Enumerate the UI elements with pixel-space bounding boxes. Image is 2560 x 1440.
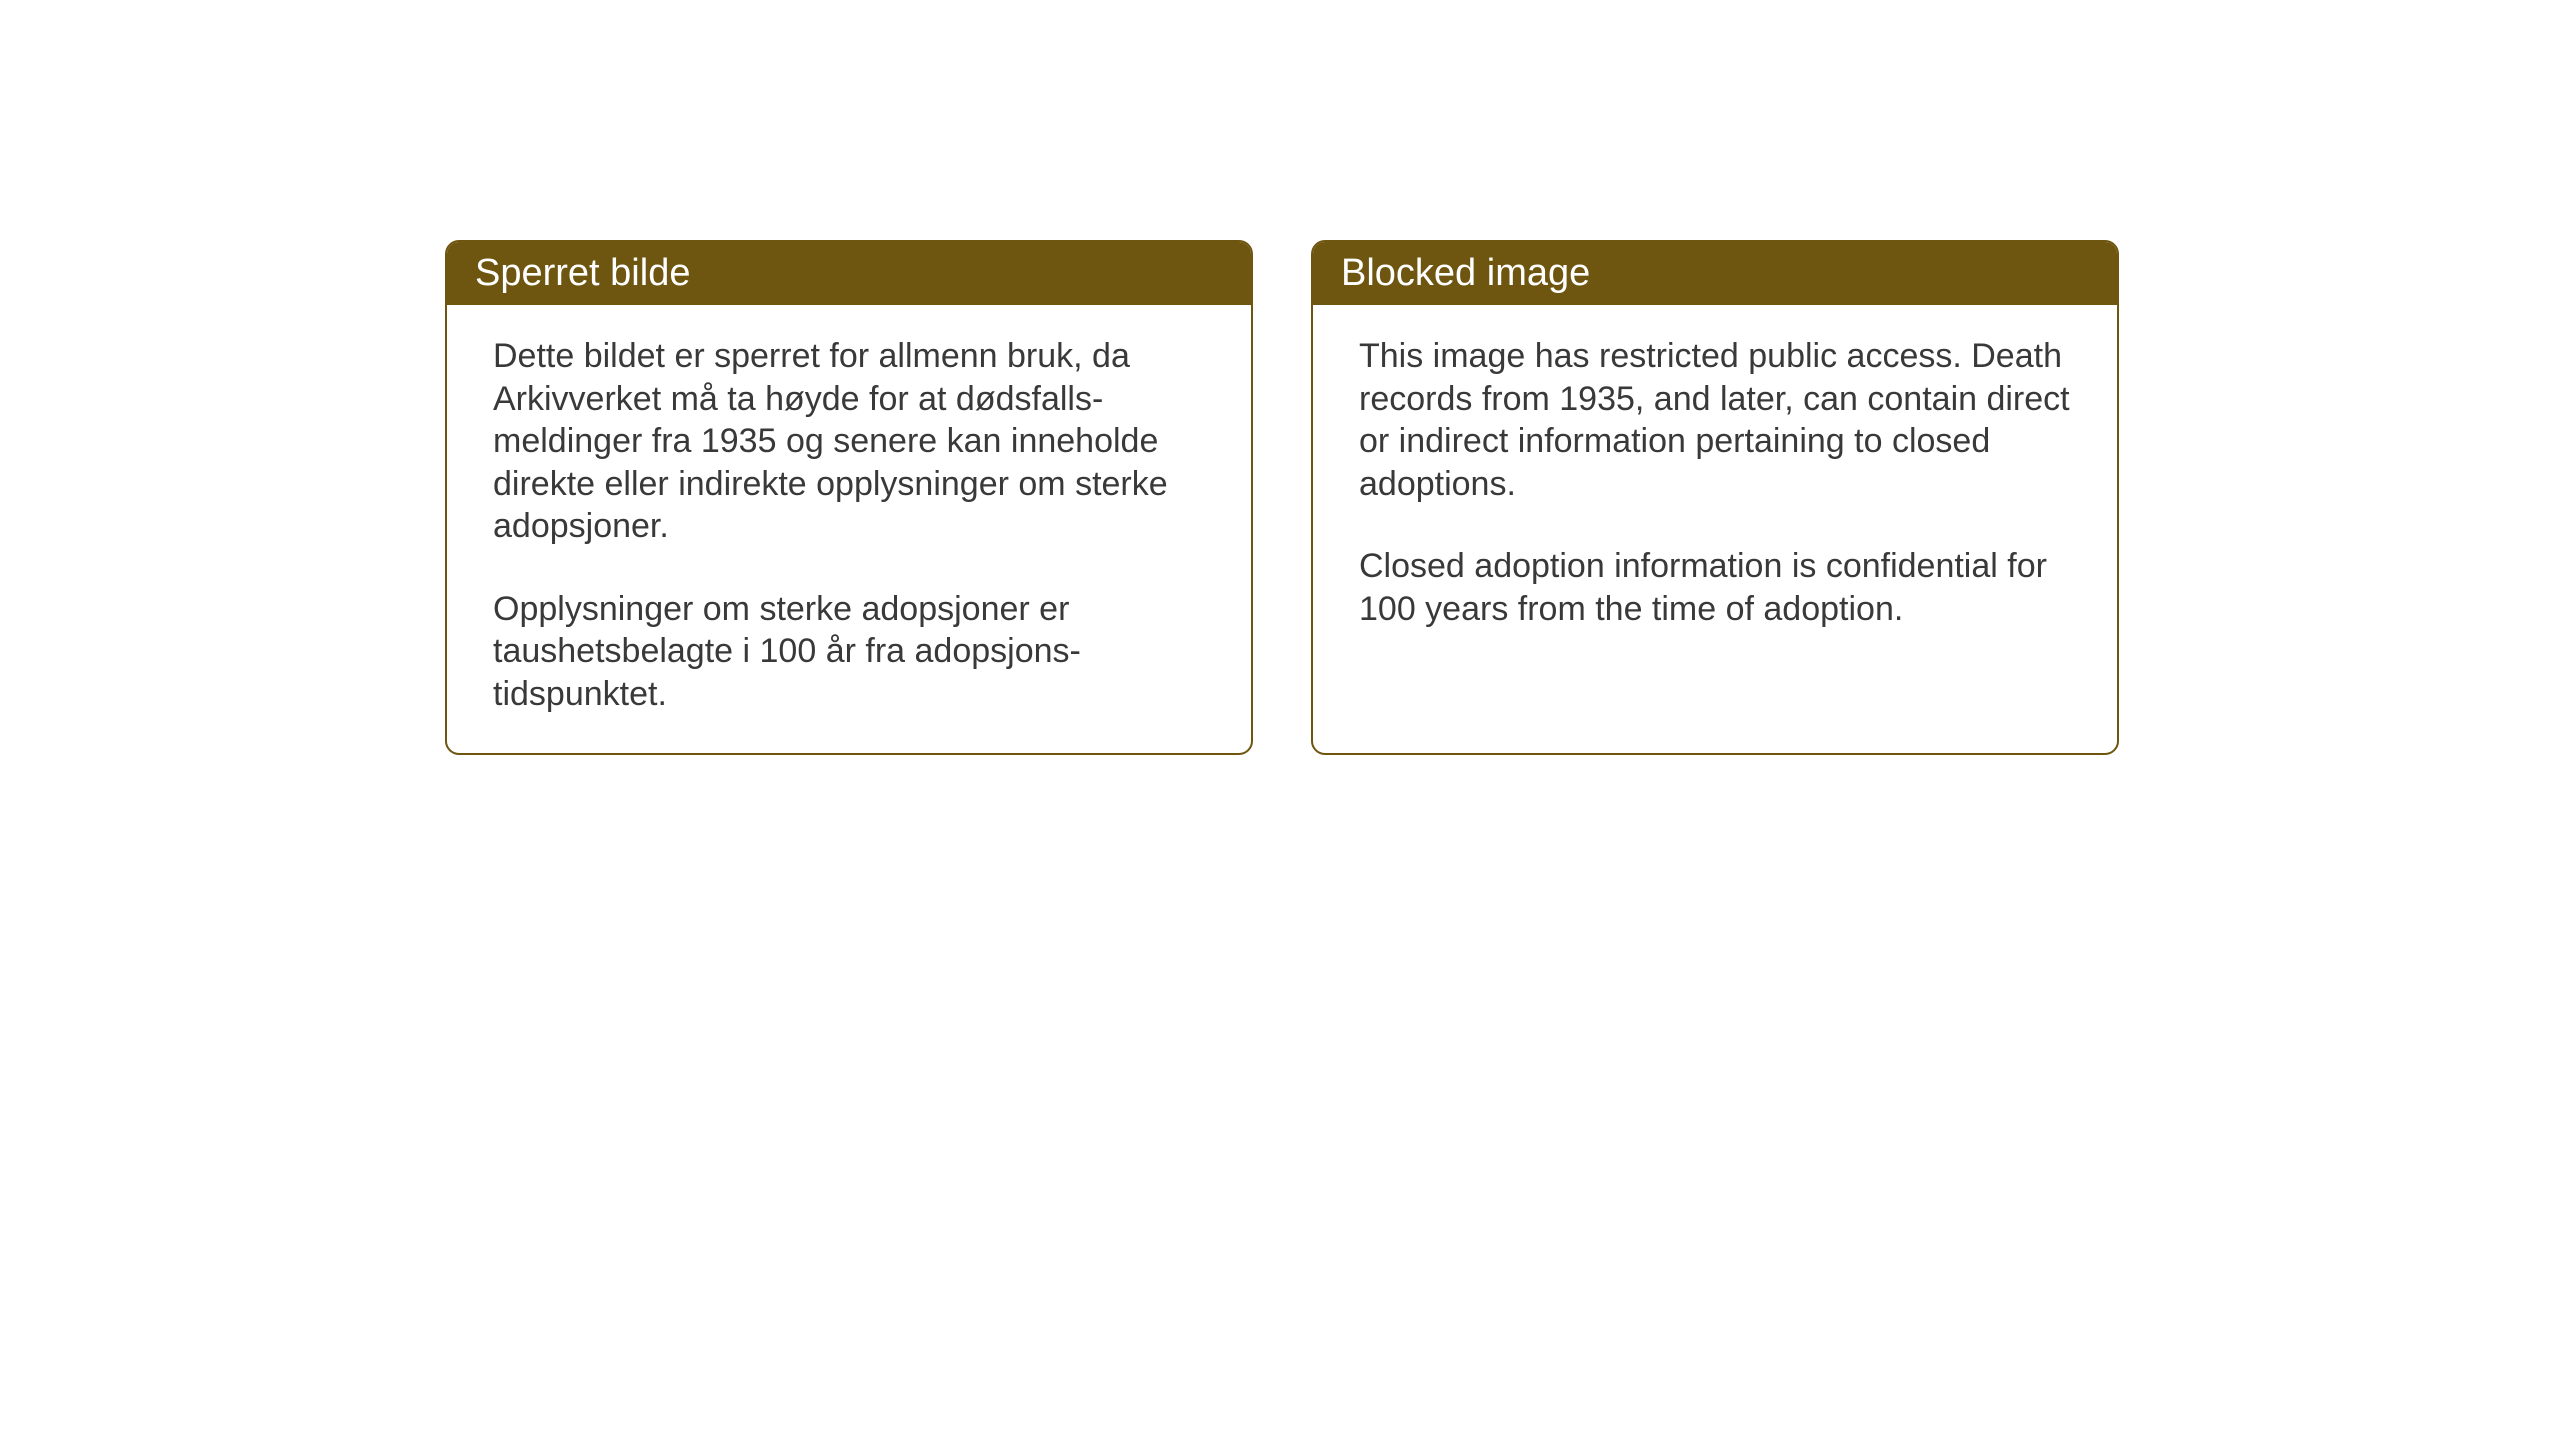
notice-box-norwegian: Sperret bilde Dette bildet er sperret fo… [445, 240, 1253, 755]
notice-body-english: This image has restricted public access.… [1313, 305, 2117, 668]
notice-paragraph-2-norwegian: Opplysninger om sterke adopsjoner er tau… [493, 588, 1205, 716]
notice-box-english: Blocked image This image has restricted … [1311, 240, 2119, 755]
notice-header-norwegian: Sperret bilde [447, 242, 1251, 305]
notice-paragraph-1-norwegian: Dette bildet er sperret for allmenn bruk… [493, 335, 1205, 548]
notice-paragraph-1-english: This image has restricted public access.… [1359, 335, 2071, 505]
notice-container: Sperret bilde Dette bildet er sperret fo… [445, 240, 2119, 755]
notice-paragraph-2-english: Closed adoption information is confident… [1359, 545, 2071, 630]
notice-header-english: Blocked image [1313, 242, 2117, 305]
notice-body-norwegian: Dette bildet er sperret for allmenn bruk… [447, 305, 1251, 753]
